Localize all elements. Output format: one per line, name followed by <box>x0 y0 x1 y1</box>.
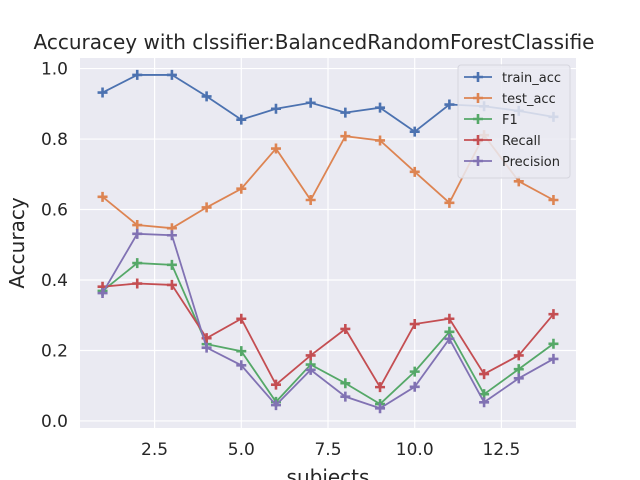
y-tick-label: 0.6 <box>41 201 68 221</box>
legend-item-test_acc: test_acc <box>464 92 556 107</box>
legend-marker <box>473 72 483 82</box>
legend-label: Recall <box>502 134 541 149</box>
data-point <box>201 91 212 102</box>
legend: train_acc test_acc F1 Recall Precision <box>457 64 571 179</box>
data-point <box>236 313 247 324</box>
data-point <box>375 382 386 393</box>
data-point <box>166 279 177 290</box>
series-line <box>101 262 554 406</box>
data-point <box>132 258 143 269</box>
data-point <box>305 364 316 375</box>
data-point <box>409 166 420 177</box>
data-point <box>305 195 316 206</box>
x-tick-label: 2.5 <box>141 440 168 460</box>
data-point <box>444 313 455 324</box>
data-point <box>513 373 524 384</box>
data-point <box>444 99 455 110</box>
data-point <box>548 338 559 349</box>
series-Precision <box>97 228 559 414</box>
data-point <box>270 143 281 154</box>
data-point <box>166 259 177 270</box>
data-point <box>444 197 455 208</box>
x-tick-label: 5.0 <box>228 440 255 460</box>
chart-title: Accuracey with clssifier:BalancedRandomF… <box>34 30 595 54</box>
series-Recall <box>97 278 559 393</box>
data-point <box>270 103 281 114</box>
series-line <box>102 282 555 389</box>
data-point <box>132 220 143 231</box>
data-point <box>166 230 177 241</box>
y-axis-label: Accuracy <box>5 197 29 288</box>
data-point <box>444 333 455 344</box>
legend-marker <box>473 93 483 103</box>
data-point <box>236 360 247 371</box>
y-tick-label: 0.0 <box>41 412 68 432</box>
legend-label: train_acc <box>502 71 561 86</box>
x-tick-label: 12.5 <box>482 440 520 460</box>
x-axis-label: subjects <box>287 465 370 480</box>
legend-marker <box>473 114 483 124</box>
legend-box <box>457 64 571 179</box>
data-point <box>375 135 386 146</box>
data-point <box>132 69 143 80</box>
data-point <box>409 319 420 330</box>
x-tick-label: 10.0 <box>396 440 434 460</box>
series-line <box>101 232 554 410</box>
data-point <box>375 403 386 414</box>
data-point <box>97 288 108 299</box>
legend-item-Precision: Precision <box>464 155 560 170</box>
data-point <box>97 87 108 98</box>
legend-item-Recall: Recall <box>464 134 541 149</box>
data-point <box>548 309 559 320</box>
data-point <box>340 107 351 118</box>
data-point <box>340 131 351 142</box>
y-tick-label: 0.8 <box>41 130 68 150</box>
y-axis-ticks: 0.0 0.2 0.4 0.6 0.8 1.0 <box>41 60 68 432</box>
data-point <box>548 353 559 364</box>
legend-marker <box>473 135 483 145</box>
data-point <box>340 323 351 334</box>
legend-item-F1: F1 <box>464 113 518 128</box>
data-point <box>479 397 490 408</box>
data-point <box>305 97 316 108</box>
data-point <box>305 350 316 361</box>
data-point <box>270 400 281 411</box>
data-point <box>340 391 351 402</box>
series-group <box>97 69 559 414</box>
data-point <box>375 102 386 113</box>
legend-marker <box>473 156 483 166</box>
x-tick-label: 7.5 <box>314 440 341 460</box>
data-point <box>236 346 247 357</box>
data-point <box>132 228 143 239</box>
data-point <box>201 342 212 353</box>
data-point <box>409 126 420 137</box>
data-point <box>548 195 559 206</box>
data-point <box>513 350 524 361</box>
y-tick-label: 0.4 <box>41 271 68 291</box>
data-point <box>97 191 108 202</box>
data-point <box>166 69 177 80</box>
data-point <box>132 278 143 289</box>
data-point <box>409 366 420 377</box>
legend-item-train_acc: train_acc <box>464 71 561 86</box>
data-point <box>479 369 490 380</box>
legend-label: Precision <box>502 155 560 170</box>
data-point <box>513 364 524 375</box>
data-point <box>201 202 212 213</box>
y-tick-label: 1.0 <box>41 60 68 80</box>
data-point <box>236 183 247 194</box>
y-tick-label: 0.2 <box>41 341 68 361</box>
legend-label: F1 <box>502 113 518 128</box>
x-axis-ticks: 2.5 5.0 7.5 10.0 12.5 <box>141 440 520 460</box>
data-point <box>270 379 281 390</box>
legend-label: test_acc <box>502 92 556 107</box>
data-point <box>236 114 247 125</box>
data-point <box>340 378 351 389</box>
data-point <box>409 381 420 392</box>
